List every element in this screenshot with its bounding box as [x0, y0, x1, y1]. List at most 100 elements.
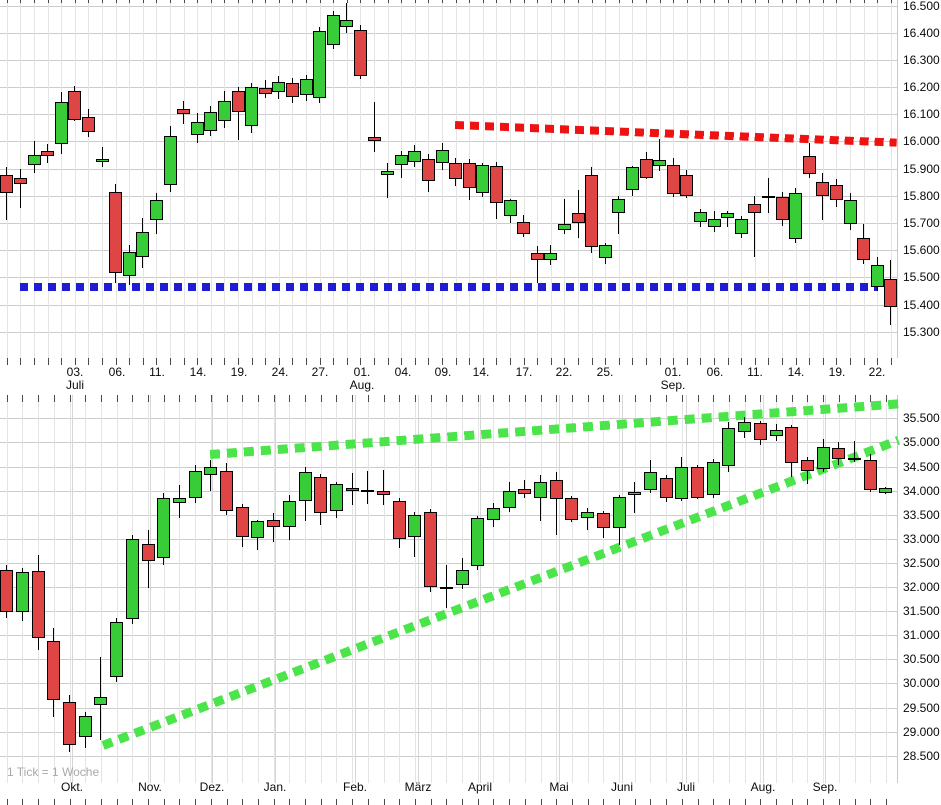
x-axis-tick — [414, 358, 416, 365]
v-gridline — [850, 0, 851, 358]
y-gridline — [0, 635, 897, 637]
month-gridline — [559, 395, 560, 783]
x-axis-tick — [251, 358, 253, 365]
x-axis-tick — [116, 799, 118, 805]
x-axis-tick — [224, 358, 226, 365]
candle-down — [863, 460, 877, 491]
x-axis-tick — [257, 799, 259, 805]
candle-up — [122, 251, 136, 276]
v-gridline — [85, 395, 87, 783]
x-axis-label: 03. — [66, 365, 84, 379]
x-axis-tick — [870, 395, 872, 402]
v-gridline — [462, 395, 463, 783]
candle-down — [802, 156, 816, 175]
candle-up — [299, 78, 313, 96]
candle-down — [829, 184, 843, 200]
v-gridline — [414, 395, 416, 783]
candle-up — [816, 446, 830, 469]
x-axis-label: 14. — [787, 365, 805, 379]
x-axis-tick — [885, 799, 887, 805]
x-axis-tick — [170, 358, 171, 365]
v-gridline — [352, 395, 354, 783]
x-axis-tick — [129, 0, 131, 3]
v-gridline — [305, 395, 306, 783]
candle-wick — [387, 163, 389, 199]
x-axis-tick — [523, 358, 525, 365]
x-axis-tick — [587, 799, 589, 805]
x-axis-tick — [760, 799, 762, 805]
v-gridline — [88, 0, 90, 358]
v-gridline — [163, 395, 165, 783]
v-gridline — [646, 0, 647, 358]
candle-up — [486, 508, 500, 520]
candle-up — [625, 167, 639, 191]
x-axis-tick — [850, 358, 851, 365]
candle-down — [0, 570, 14, 612]
candle-down — [489, 165, 503, 203]
x-axis-tick — [714, 358, 715, 365]
x-axis-tick — [129, 358, 131, 365]
v-gridline — [129, 0, 131, 358]
candle-up — [95, 159, 109, 162]
x-axis-tick — [399, 799, 401, 805]
v-gridline — [278, 0, 280, 358]
x-axis-label: Mai — [549, 780, 569, 794]
candle-wick — [6, 167, 8, 221]
x-axis-tick — [6, 0, 8, 3]
v-gridline — [238, 0, 239, 358]
x-axis-tick — [242, 799, 244, 805]
x-axis-label: 06. — [108, 365, 126, 379]
x-axis-tick — [430, 799, 432, 805]
v-gridline — [768, 0, 770, 358]
x-axis-tick — [197, 358, 199, 365]
y-axis-label: 28.500 — [903, 748, 940, 763]
x-axis-tick — [306, 0, 307, 3]
candle-up — [544, 252, 558, 260]
x-axis-label: 22. — [555, 365, 573, 379]
v-gridline — [619, 395, 620, 783]
candle-up — [329, 484, 343, 511]
x-axis-tick — [776, 395, 777, 402]
v-gridline — [741, 0, 743, 358]
candle-up — [721, 212, 735, 219]
x-axis-tick — [870, 799, 872, 805]
x-axis-label: 14. — [189, 365, 207, 379]
x-axis-tick — [822, 0, 824, 3]
x-axis-tick — [823, 799, 825, 805]
y-axis-label: 16.100 — [903, 107, 940, 122]
y-axis-label: 15.500 — [903, 270, 940, 285]
candle-down — [462, 163, 476, 188]
v-gridline — [257, 395, 259, 783]
candle-up — [435, 149, 449, 164]
v-gridline — [242, 395, 244, 783]
x-axis-tick — [38, 799, 40, 805]
candle-down — [421, 159, 435, 181]
candle-down — [31, 571, 45, 638]
x-axis-tick — [571, 395, 573, 402]
v-gridline — [142, 0, 144, 358]
y-axis-label: 34.500 — [903, 459, 940, 474]
y-gridline — [0, 5, 897, 7]
candle-up — [693, 212, 707, 222]
v-gridline — [809, 0, 811, 358]
candle-wick — [273, 513, 275, 542]
candle-wick — [634, 482, 636, 514]
x-axis-tick — [836, 358, 838, 365]
x-axis-tick — [383, 395, 385, 402]
x-axis-tick — [226, 799, 228, 805]
y-gridline — [0, 87, 897, 89]
candle-down — [565, 498, 579, 520]
x-axis-tick — [509, 395, 511, 402]
v-gridline — [838, 395, 840, 783]
x-axis-label: April — [467, 780, 493, 794]
candle-up — [502, 491, 516, 509]
x-axis-tick — [564, 0, 566, 3]
candle-up — [581, 512, 595, 518]
x-axis-tick — [713, 395, 715, 402]
candle-up — [361, 490, 375, 493]
x-axis-tick — [537, 0, 539, 3]
candle-up — [843, 199, 857, 225]
y-gridline — [0, 32, 897, 34]
